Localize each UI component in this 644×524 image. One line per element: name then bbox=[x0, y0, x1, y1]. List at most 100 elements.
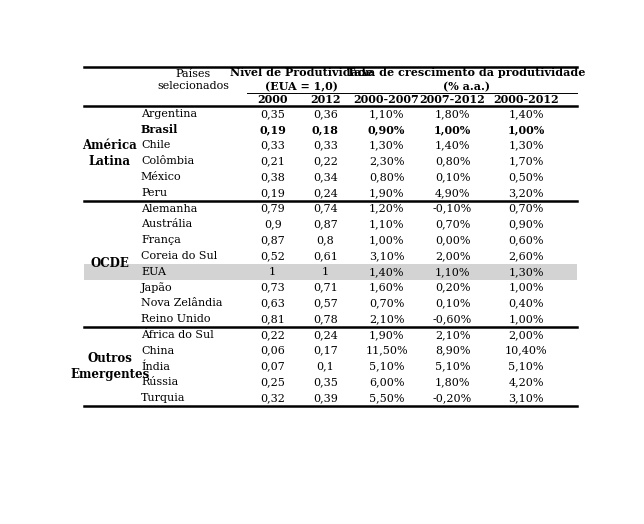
Text: 0,52: 0,52 bbox=[260, 251, 285, 261]
Text: 0,39: 0,39 bbox=[313, 393, 338, 403]
Text: 1,90%: 1,90% bbox=[369, 330, 404, 340]
Text: 0,73: 0,73 bbox=[260, 282, 285, 292]
Text: 2,10%: 2,10% bbox=[435, 330, 470, 340]
Text: 2,30%: 2,30% bbox=[369, 156, 404, 166]
Text: 1: 1 bbox=[269, 267, 276, 277]
Text: 0,87: 0,87 bbox=[313, 220, 337, 230]
Text: Peru: Peru bbox=[141, 188, 167, 198]
Text: França: França bbox=[141, 235, 181, 245]
Text: 1,00%: 1,00% bbox=[434, 124, 471, 135]
Text: 0,38: 0,38 bbox=[260, 172, 285, 182]
Text: 0,07: 0,07 bbox=[260, 362, 285, 372]
Text: 0,71: 0,71 bbox=[313, 282, 337, 292]
Text: 0,17: 0,17 bbox=[313, 346, 337, 356]
Text: 0,21: 0,21 bbox=[260, 156, 285, 166]
Text: 5,10%: 5,10% bbox=[508, 362, 544, 372]
Text: Índia: Índia bbox=[141, 361, 170, 372]
Text: 3,10%: 3,10% bbox=[369, 251, 404, 261]
Text: 1,80%: 1,80% bbox=[435, 109, 470, 119]
Text: Nível de Produtividade
(EUA = 1,0): Nível de Produtividade (EUA = 1,0) bbox=[230, 68, 373, 92]
Text: 5,50%: 5,50% bbox=[369, 393, 404, 403]
Text: 3,10%: 3,10% bbox=[508, 393, 544, 403]
Text: 3,20%: 3,20% bbox=[508, 188, 544, 198]
Text: 0,81: 0,81 bbox=[260, 314, 285, 324]
Text: 0,90%: 0,90% bbox=[368, 124, 405, 135]
Text: 2007-2012: 2007-2012 bbox=[420, 94, 486, 105]
Text: -0,20%: -0,20% bbox=[433, 393, 472, 403]
Text: 0,35: 0,35 bbox=[313, 377, 338, 387]
Text: 0,22: 0,22 bbox=[260, 330, 285, 340]
Text: 0,57: 0,57 bbox=[313, 298, 337, 308]
Text: 0,70%: 0,70% bbox=[369, 298, 404, 308]
Text: 0,70%: 0,70% bbox=[508, 204, 544, 214]
Text: 0,20%: 0,20% bbox=[435, 282, 470, 292]
Text: Países
selecionados: Países selecionados bbox=[157, 69, 229, 91]
Text: 2,00%: 2,00% bbox=[435, 251, 470, 261]
Text: 0,19: 0,19 bbox=[260, 188, 285, 198]
Text: 0,36: 0,36 bbox=[313, 109, 338, 119]
Text: 0,10%: 0,10% bbox=[435, 298, 470, 308]
Text: 0,22: 0,22 bbox=[313, 156, 338, 166]
Text: Reino Unido: Reino Unido bbox=[141, 314, 211, 324]
Text: 2,10%: 2,10% bbox=[369, 314, 404, 324]
Text: Nova Zelândia: Nova Zelândia bbox=[141, 298, 222, 308]
Text: 1,00%: 1,00% bbox=[508, 314, 544, 324]
Text: 0,40%: 0,40% bbox=[508, 298, 544, 308]
Text: 0,60%: 0,60% bbox=[508, 235, 544, 245]
Text: Alemanha: Alemanha bbox=[141, 204, 197, 214]
Text: 1,10%: 1,10% bbox=[369, 109, 404, 119]
Text: 0,1: 0,1 bbox=[316, 362, 334, 372]
Text: 1,40%: 1,40% bbox=[369, 267, 404, 277]
Text: Colômbia: Colômbia bbox=[141, 156, 194, 166]
Text: Chile: Chile bbox=[141, 140, 170, 150]
Text: 1,10%: 1,10% bbox=[435, 267, 470, 277]
Text: 0,33: 0,33 bbox=[313, 140, 338, 150]
Text: 0,63: 0,63 bbox=[260, 298, 285, 308]
Text: Austrália: Austrália bbox=[141, 220, 192, 230]
Text: 0,18: 0,18 bbox=[312, 124, 339, 135]
Text: México: México bbox=[141, 172, 182, 182]
Text: 10,40%: 10,40% bbox=[505, 346, 547, 356]
Text: 5,10%: 5,10% bbox=[435, 362, 470, 372]
Text: 1,70%: 1,70% bbox=[508, 156, 544, 166]
Text: 0,00%: 0,00% bbox=[435, 235, 470, 245]
Text: 0,25: 0,25 bbox=[260, 377, 285, 387]
Text: 1,30%: 1,30% bbox=[508, 140, 544, 150]
Text: 1,90%: 1,90% bbox=[369, 188, 404, 198]
Text: 0,24: 0,24 bbox=[313, 330, 338, 340]
Text: 0,32: 0,32 bbox=[260, 393, 285, 403]
Text: 0,35: 0,35 bbox=[260, 109, 285, 119]
Text: 0,90%: 0,90% bbox=[508, 220, 544, 230]
Text: 2012: 2012 bbox=[310, 94, 341, 105]
Text: 0,87: 0,87 bbox=[260, 235, 285, 245]
Text: 1,30%: 1,30% bbox=[369, 140, 404, 150]
Text: Taxa de crescimento da produtividade
(% a.a.): Taxa de crescimento da produtividade (% … bbox=[347, 68, 585, 92]
Text: 1,10%: 1,10% bbox=[369, 220, 404, 230]
Bar bbox=[84, 264, 577, 280]
Text: 2000-2007: 2000-2007 bbox=[354, 94, 419, 105]
Text: 1,40%: 1,40% bbox=[435, 140, 470, 150]
Text: 1,00%: 1,00% bbox=[507, 124, 545, 135]
Text: 0,8: 0,8 bbox=[316, 235, 334, 245]
Text: Turquia: Turquia bbox=[141, 393, 185, 403]
Text: EUA: EUA bbox=[141, 267, 166, 277]
Text: 0,70%: 0,70% bbox=[435, 220, 470, 230]
Text: 1: 1 bbox=[322, 267, 329, 277]
Text: 2000-2012: 2000-2012 bbox=[493, 94, 559, 105]
Text: China: China bbox=[141, 346, 174, 356]
Text: Coreia do Sul: Coreia do Sul bbox=[141, 251, 217, 261]
Text: 0,50%: 0,50% bbox=[508, 172, 544, 182]
Text: Rússia: Rússia bbox=[141, 377, 178, 387]
Text: 0,19: 0,19 bbox=[260, 124, 286, 135]
Text: 0,74: 0,74 bbox=[313, 204, 337, 214]
Text: 0,78: 0,78 bbox=[313, 314, 337, 324]
Text: 0,34: 0,34 bbox=[313, 172, 338, 182]
Text: 0,80%: 0,80% bbox=[369, 172, 404, 182]
Text: 0,9: 0,9 bbox=[264, 220, 281, 230]
Text: 1,20%: 1,20% bbox=[369, 204, 404, 214]
Text: 1,80%: 1,80% bbox=[435, 377, 470, 387]
Text: OCDE: OCDE bbox=[91, 257, 129, 270]
Text: Argentina: Argentina bbox=[141, 109, 197, 119]
Text: 1,60%: 1,60% bbox=[369, 282, 404, 292]
Text: 0,10%: 0,10% bbox=[435, 172, 470, 182]
